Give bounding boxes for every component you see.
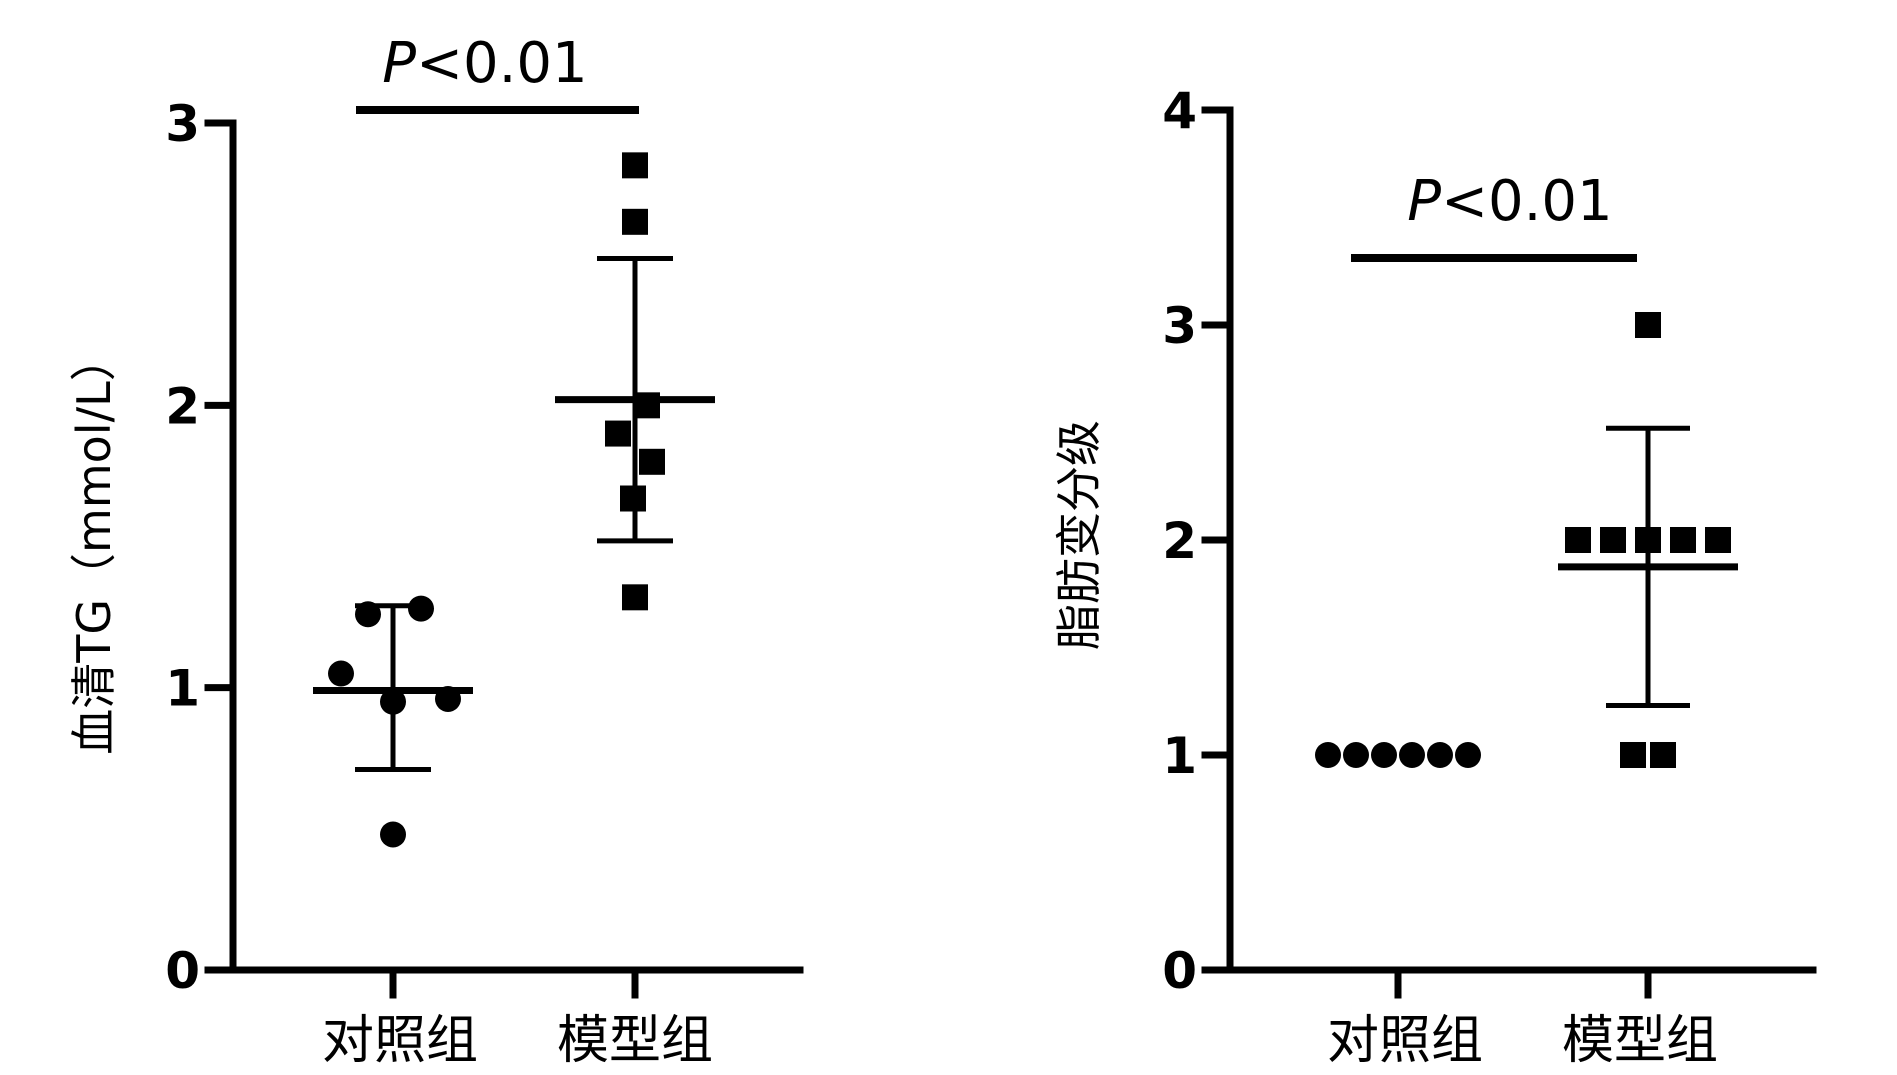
data-point-circle [1343,742,1369,768]
p-value-prefix: P [382,31,416,96]
panel-steatosis-grade: 脂肪变分级 P<0.01 对照组 模型组 0 1 2 3 4 [1052,82,1817,1071]
data-point-circle [1455,742,1481,768]
category-label-control: 对照组 [1327,1011,1483,1071]
data-point-circle [1427,742,1453,768]
data-point-square [1670,527,1696,553]
data-point-circle [380,821,406,848]
y-tick-label: 2 [1162,512,1197,570]
y-tick-label: 0 [1162,942,1197,1000]
category-label-control: 对照组 [322,1011,478,1071]
data-point-square [1620,742,1646,768]
p-value-prefix: P [1407,169,1441,234]
series-1 [555,152,715,611]
data-point-circle [1315,742,1341,768]
data-point-square [622,584,648,611]
y-tick-label: 1 [165,660,200,718]
panel-serum-tg: 血清TG（mmol/L） P<0.01 对照组 模型组 0 1 2 3 [67,31,804,1071]
data-point-square [622,208,648,235]
data-point-square [605,420,631,447]
data-point-square [1635,312,1661,338]
data-point-circle [1399,742,1425,768]
series-1 [1558,312,1738,768]
data-point-circle [1371,742,1397,768]
data-point-square [1650,742,1676,768]
y-tick-label: 3 [165,95,200,153]
p-value-label: P<0.01 [382,31,587,96]
category-label-model: 模型组 [1562,1011,1718,1071]
data-point-square [1705,527,1731,553]
data-point-circle [328,660,354,687]
y-axis-label: 血清TG（mmol/L） [67,335,121,754]
y-tick-label: 1 [1162,727,1197,785]
p-value-label: P<0.01 [1407,169,1612,234]
data-point-circle [408,595,434,622]
data-point-square [622,152,648,179]
series-0 [313,595,473,848]
series-0 [1315,742,1481,768]
category-label-model: 模型组 [557,1011,713,1071]
y-tick-label: 3 [1162,297,1197,355]
p-value-text: <0.01 [416,31,588,96]
y-tick-label: 2 [165,377,200,435]
data-point-square [1600,527,1626,553]
data-point-square [1565,527,1591,553]
y-tick-label: 4 [1162,82,1197,140]
y-tick-label: 0 [165,942,200,1000]
y-axis-label: 脂肪变分级 [1052,420,1106,650]
p-value-text: <0.01 [1441,169,1613,234]
data-point-square [639,448,665,475]
